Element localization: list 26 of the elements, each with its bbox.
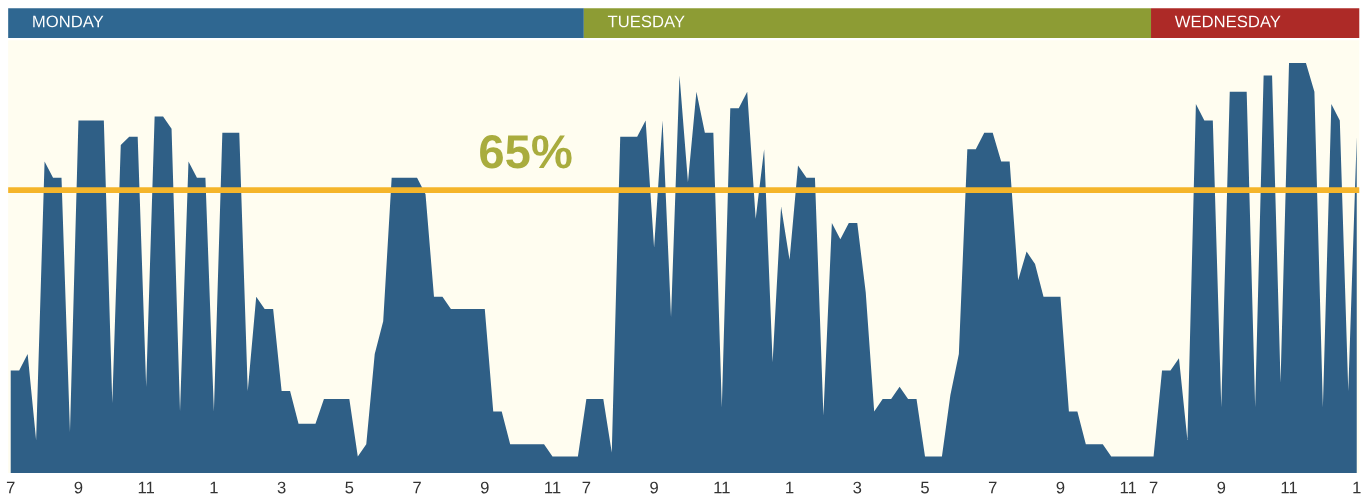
annotation: 65% bbox=[480, 135, 572, 169]
x-tick-label: 11 bbox=[1281, 481, 1297, 494]
x-tick-label: 9 bbox=[74, 481, 83, 494]
x-tick-label: 9 bbox=[1217, 481, 1226, 494]
x-tick-label: 11 bbox=[138, 481, 154, 494]
x-tick-label: 1 bbox=[1353, 481, 1361, 494]
x-tick-label: 1 bbox=[786, 481, 794, 494]
x-tick-label: 7 bbox=[413, 481, 421, 494]
x-tick-label: 3 bbox=[277, 481, 286, 494]
x-tick-label: 7 bbox=[1149, 481, 1158, 494]
x-tick-label: 7 bbox=[6, 481, 15, 494]
x-tick-label: 5 bbox=[921, 481, 929, 494]
x-tick-label: 1 bbox=[210, 481, 218, 494]
x-tick-label: 3 bbox=[853, 481, 862, 494]
x-tick-label: 9 bbox=[480, 481, 489, 494]
x-tick-label: 9 bbox=[650, 481, 658, 494]
x-tick-label: 11 bbox=[1120, 481, 1137, 494]
text: WEDNESDAY bbox=[1174, 15, 1281, 28]
x-tick-label: 5 bbox=[345, 481, 354, 494]
x-tick-label: 11 bbox=[714, 481, 730, 494]
text: TUESDAY bbox=[607, 15, 685, 28]
x-tick-label: 7 bbox=[988, 481, 997, 494]
x-tick-label: 7 bbox=[582, 481, 591, 494]
x-tick-label: 11 bbox=[545, 481, 561, 494]
x-tick-label: 9 bbox=[1056, 481, 1065, 494]
text: MONDAY bbox=[33, 15, 104, 28]
